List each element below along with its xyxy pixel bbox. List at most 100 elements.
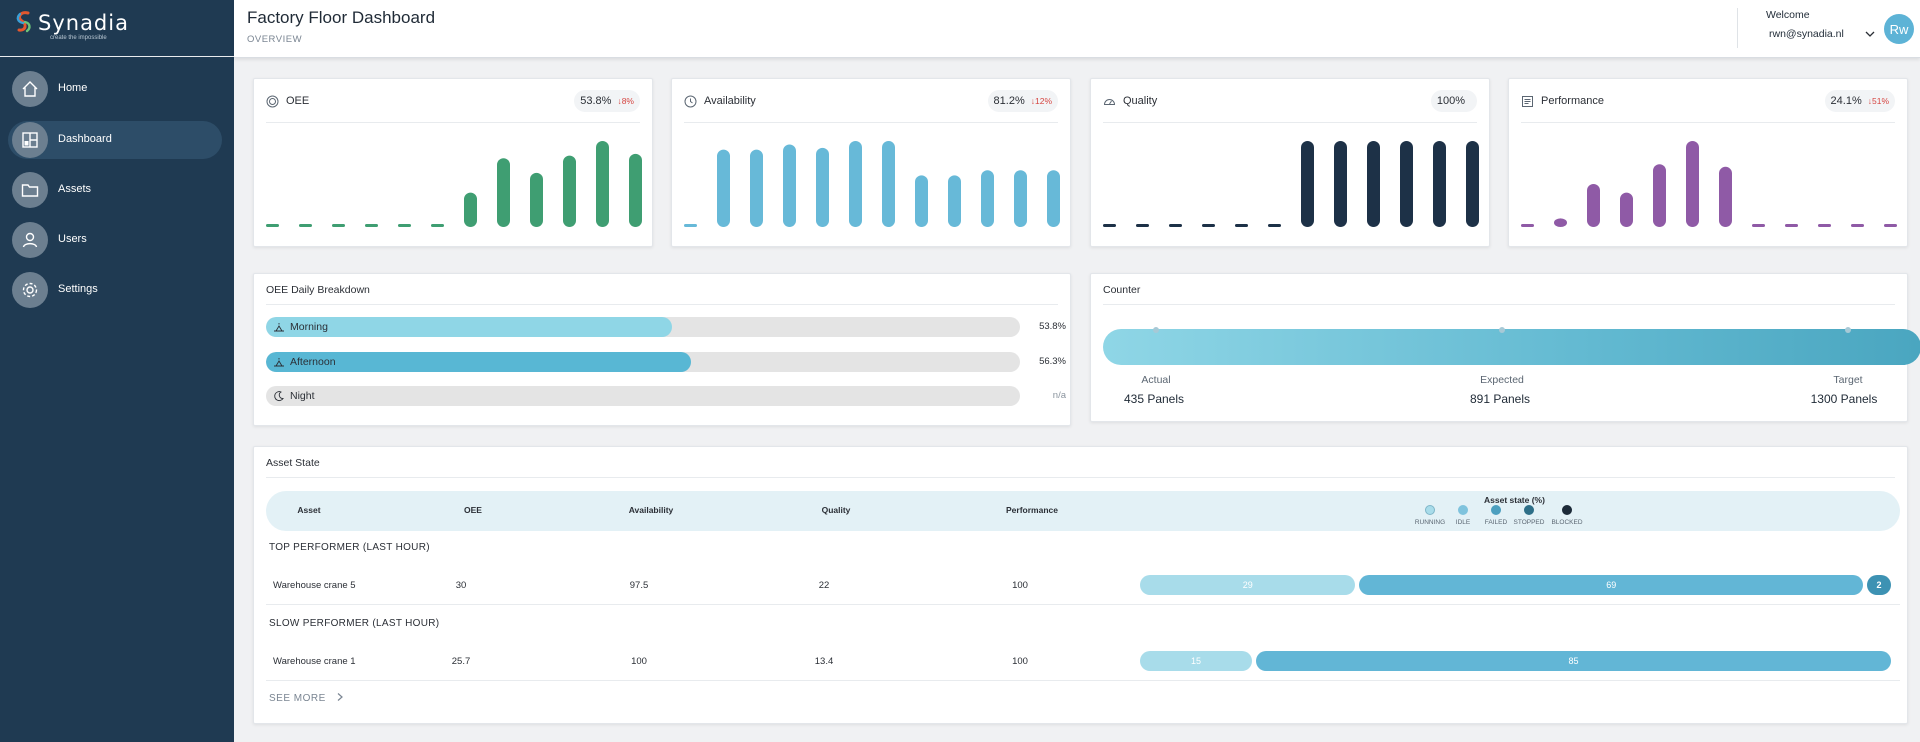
gauge-icon: [266, 95, 279, 108]
kpi-card-header: Performance 24.1% ↓51%: [1521, 79, 1895, 123]
page-breadcrumb: OVERVIEW: [247, 34, 303, 45]
kpi-bar: [1719, 166, 1732, 227]
legend-label: RUNNING: [1414, 519, 1446, 526]
kpi-bar: [1400, 141, 1413, 227]
sidebar-item-label: Users: [58, 233, 87, 245]
asset-state-segment[interactable]: 29: [1140, 575, 1356, 595]
speedometer-icon: [1103, 99, 1116, 105]
asset-name[interactable]: Warehouse crane 5: [273, 580, 356, 591]
kpi-value-pill: 81.2% ↓12%: [987, 90, 1058, 112]
kpi-bar: [1433, 141, 1446, 227]
kpi-card-performance: Performance 24.1% ↓51%: [1508, 78, 1908, 247]
kpi-bar: [1136, 224, 1149, 227]
kpi-title: OEE: [286, 95, 310, 107]
breakdown-row-morning: Morning: [266, 317, 1020, 337]
asset-state-segment[interactable]: 2: [1867, 575, 1891, 595]
sidebar-divider: [0, 56, 234, 57]
kpi-title: Performance: [1541, 95, 1604, 107]
report-icon: [1522, 96, 1533, 107]
sidebar: Synadia create the impossible Home Dashb…: [0, 0, 234, 742]
counter-value: 435 Panels: [1123, 392, 1185, 406]
user-email[interactable]: rwn@synadia.nl: [1769, 28, 1844, 40]
kpi-value-pill: 24.1% ↓51%: [1824, 90, 1895, 112]
legend-label: FAILED: [1484, 519, 1508, 526]
kpi-card-availability: Availability 81.2% ↓12%: [671, 78, 1071, 247]
asset-state-card: Asset State Asset OEE Availability Quali…: [253, 446, 1908, 724]
kpi-bar: [717, 149, 730, 227]
sidebar-item-assets[interactable]: Assets: [8, 171, 222, 209]
kpi-value-pill: 53.8% ↓8%: [574, 90, 640, 112]
column-header-asset[interactable]: Asset: [297, 505, 321, 515]
legend-dot-stopped: [1524, 505, 1534, 515]
kpi-sparkbar-chart: [266, 141, 642, 227]
kpi-bar: [299, 224, 312, 227]
breakdown-label: Afternoon: [290, 356, 336, 368]
brand-logo[interactable]: Synadia create the impossible: [14, 10, 144, 41]
kpi-sparkbar-chart: [1521, 141, 1897, 227]
asset-state-segment[interactable]: 85: [1256, 651, 1891, 671]
sidebar-item-label: Assets: [58, 183, 92, 195]
sidebar-item-users[interactable]: Users: [8, 221, 222, 259]
cell-oee: 25.7: [451, 656, 471, 667]
asset-state-segment[interactable]: 69: [1359, 575, 1863, 595]
kpi-bar: [882, 141, 895, 227]
legend-label: STOPPED: [1513, 519, 1545, 526]
asset-name[interactable]: Warehouse crane 1: [273, 656, 356, 667]
dashboard-icon: [12, 122, 48, 158]
kpi-bar: [849, 141, 862, 227]
section-title: Counter: [1103, 284, 1141, 296]
kpi-value: 100%: [1436, 95, 1465, 107]
kpi-bar: [1014, 170, 1027, 227]
asset-state-segment[interactable]: 15: [1140, 651, 1253, 671]
legend-label: BLOCKED: [1551, 519, 1583, 526]
kpi-bar: [332, 224, 345, 227]
kpi-bar: [431, 224, 444, 227]
row-divider: [266, 604, 1900, 605]
kpi-title: Availability: [704, 95, 756, 107]
kpi-bar: [981, 170, 994, 227]
counter-marker-target: [1845, 327, 1851, 333]
group-title: TOP PERFORMER (LAST HOUR): [269, 542, 430, 553]
legend-title: Asset state (%): [1484, 495, 1545, 505]
breakdown-value: n/a: [1052, 390, 1066, 401]
sidebar-item-label: Dashboard: [58, 133, 112, 145]
column-header-quality[interactable]: Quality: [821, 505, 851, 515]
sidebar-item-settings[interactable]: Settings: [8, 271, 222, 309]
kpi-bar: [1268, 224, 1281, 227]
kpi-bar: [1202, 224, 1215, 227]
see-more-label: SEE MORE: [269, 693, 326, 704]
kpi-bar: [563, 155, 576, 227]
kpi-bar: [1466, 141, 1479, 227]
counter-label: Expected: [1480, 374, 1524, 386]
chevron-down-icon[interactable]: [1864, 28, 1876, 40]
column-header-availability[interactable]: Availability: [628, 505, 674, 515]
avatar[interactable]: Rw: [1884, 14, 1914, 44]
sidebar-item-label: Home: [58, 82, 88, 94]
counter-card: Counter Actual 435 Panels Expected 891 P…: [1090, 273, 1920, 422]
kpi-card-header: Quality 100%: [1103, 79, 1477, 123]
kpi-sparkbar-chart: [1103, 141, 1479, 227]
breakdown-row-afternoon: Afternoon: [266, 352, 1020, 372]
column-header-oee[interactable]: OEE: [464, 505, 482, 515]
kpi-card-oee: OEE 53.8% ↓8%: [253, 78, 653, 247]
breakdown-value: 56.3%: [1039, 356, 1066, 367]
kpi-sparkbar-chart: [684, 141, 1060, 227]
see-more-link[interactable]: SEE MORE: [269, 692, 345, 704]
breakdown-value: 53.8%: [1039, 321, 1066, 332]
kpi-delta: ↓12%: [1030, 96, 1052, 106]
kpi-bar: [1851, 224, 1864, 227]
sidebar-item-home[interactable]: Home: [8, 70, 222, 108]
kpi-bar: [684, 224, 697, 227]
breakdown-row-night: Night: [266, 386, 1020, 406]
counter-value: 891 Panels: [1469, 392, 1531, 406]
kpi-bar: [816, 147, 829, 227]
home-icon: [12, 71, 48, 107]
sidebar-item-dashboard[interactable]: Dashboard: [8, 121, 222, 159]
kpi-bar: [530, 172, 543, 227]
column-header-performance[interactable]: Performance: [1006, 505, 1058, 515]
page-title: Factory Floor Dashboard: [247, 8, 436, 27]
kpi-card-header: Availability 81.2% ↓12%: [684, 79, 1058, 123]
kpi-bar: [1235, 224, 1248, 227]
kpi-bar: [750, 149, 763, 227]
legend-label: IDLE: [1455, 519, 1471, 526]
